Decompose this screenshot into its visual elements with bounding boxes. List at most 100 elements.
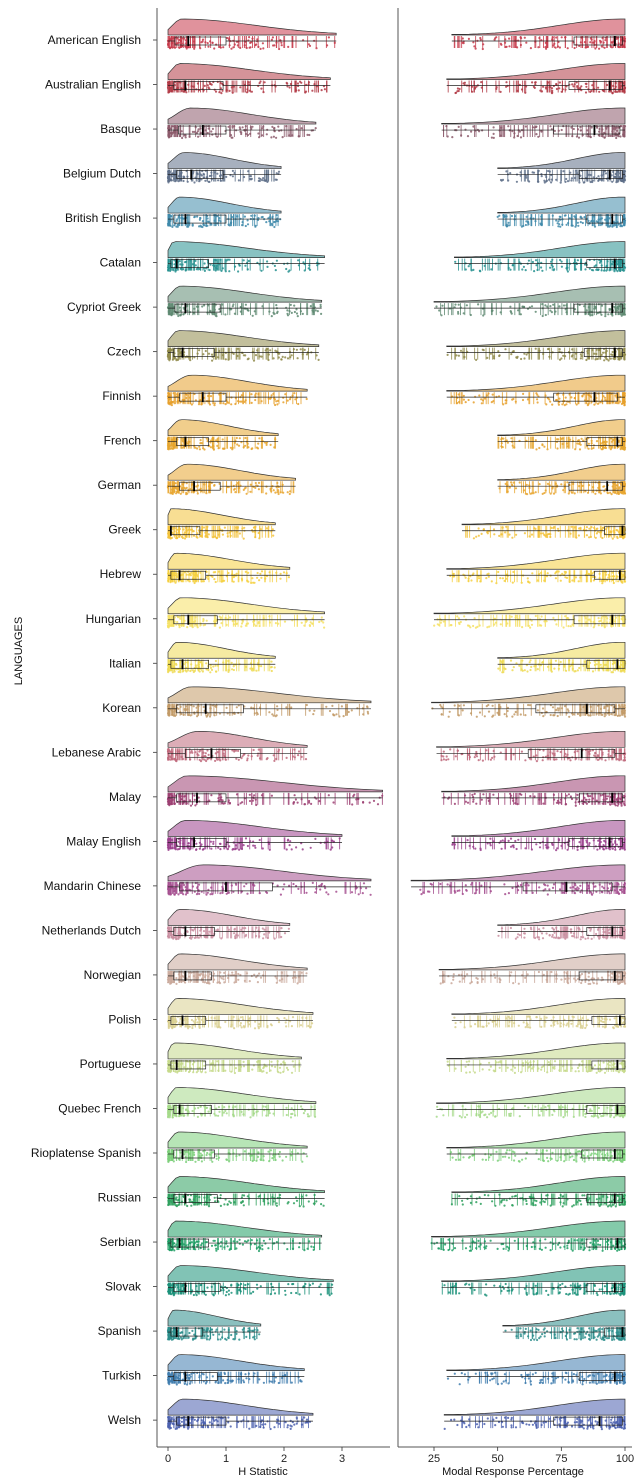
data-point — [557, 403, 561, 406]
data-point — [522, 392, 525, 395]
data-point — [614, 401, 618, 404]
data-point — [614, 90, 617, 93]
data-point — [603, 625, 606, 628]
data-point — [574, 576, 578, 579]
data-point — [185, 529, 188, 532]
data-point — [241, 578, 244, 582]
data-point — [593, 305, 596, 308]
data-point — [263, 81, 266, 84]
data-point — [479, 580, 482, 583]
data-point — [207, 577, 210, 581]
data-point — [545, 180, 548, 183]
data-point — [290, 311, 293, 314]
data-point — [596, 268, 600, 272]
data-point — [279, 577, 282, 580]
data-point — [561, 572, 564, 576]
data-point — [527, 221, 530, 224]
data-point — [277, 622, 280, 625]
data-point — [225, 175, 228, 178]
data-point — [623, 446, 626, 449]
data-point — [213, 219, 216, 222]
data-point — [267, 358, 270, 362]
box — [586, 259, 623, 268]
data-point — [581, 221, 584, 225]
data-point — [307, 267, 310, 270]
data-point — [534, 40, 537, 44]
data-point — [240, 625, 243, 628]
data-point — [607, 313, 610, 316]
data-point — [536, 268, 539, 272]
data-point — [472, 572, 475, 575]
data-point — [286, 309, 289, 312]
data-point — [463, 81, 466, 84]
data-point — [505, 525, 508, 528]
data-point — [275, 571, 278, 574]
data-point — [575, 536, 578, 539]
data-point — [226, 36, 229, 40]
data-point — [564, 576, 567, 579]
data-point — [613, 223, 616, 226]
data-point — [256, 576, 259, 579]
data-point — [575, 169, 578, 172]
data-point — [178, 174, 181, 177]
box — [553, 392, 618, 402]
data-point — [562, 304, 566, 307]
data-point — [501, 577, 504, 580]
data-point — [507, 224, 510, 227]
data-point — [206, 217, 209, 220]
data-point — [245, 91, 249, 94]
data-point — [521, 626, 524, 629]
data-point — [273, 225, 276, 229]
data-point — [307, 351, 310, 355]
data-point — [166, 447, 170, 451]
data-point — [571, 491, 574, 494]
data-point — [592, 490, 595, 493]
data-point — [260, 269, 263, 272]
data-point — [604, 218, 607, 221]
data-point — [172, 447, 175, 450]
data-point — [319, 303, 322, 306]
data-point — [570, 179, 573, 182]
raincloud-h — [167, 107, 317, 140]
density-cloud — [167, 508, 276, 526]
box — [578, 170, 623, 179]
data-point — [176, 223, 179, 226]
data-point — [229, 134, 233, 137]
data-point — [242, 259, 245, 262]
data-point — [492, 126, 495, 129]
data-point — [579, 174, 582, 177]
data-point — [564, 355, 567, 358]
data-point — [472, 401, 475, 404]
data-point — [283, 620, 287, 623]
data-point — [495, 582, 498, 585]
data-point — [252, 359, 256, 362]
data-point — [574, 268, 578, 271]
data-point — [541, 269, 544, 272]
data-point — [169, 178, 172, 182]
data-point — [271, 36, 274, 39]
data-point — [603, 269, 606, 272]
data-point — [286, 399, 289, 402]
data-point — [171, 125, 174, 128]
raincloud-h — [166, 641, 276, 674]
raincloud-m — [446, 374, 627, 407]
data-point — [471, 90, 474, 93]
data-point — [564, 88, 567, 91]
data-point — [581, 395, 584, 398]
data-point — [529, 47, 533, 50]
data-point — [514, 400, 517, 403]
data-point — [224, 313, 227, 316]
data-point — [251, 577, 254, 580]
data-point — [257, 442, 260, 445]
data-point — [205, 492, 208, 495]
data-point — [207, 127, 210, 130]
data-point — [169, 581, 172, 584]
data-point — [617, 312, 620, 315]
data-point — [222, 46, 225, 49]
data-point — [290, 354, 293, 357]
data-point — [203, 176, 206, 179]
data-point — [197, 128, 200, 131]
data-point — [256, 349, 259, 352]
data-point — [586, 352, 590, 355]
data-point — [171, 528, 174, 531]
